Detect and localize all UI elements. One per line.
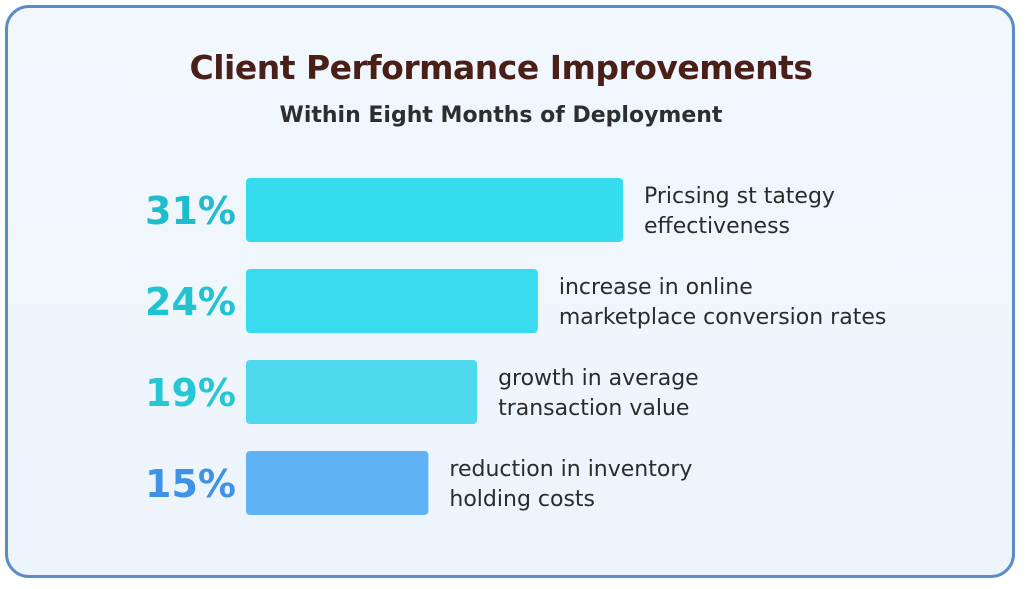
bar (246, 360, 478, 424)
bar-description-line: reduction in inventory (449, 457, 692, 482)
bar-description-line: Pricsing st tategy (644, 184, 835, 209)
bar-group: 15% reduction in inventory holding costs (145, 451, 692, 515)
bar-description-line: growth in average (498, 366, 699, 391)
bar-description-label: increase in online marketplace conversion… (559, 275, 886, 330)
bar-value-label: 15% (145, 462, 236, 506)
bar (246, 178, 623, 242)
bar-value-label: 24% (145, 280, 236, 324)
bar-value-label: 19% (145, 371, 236, 415)
bar-group: 31% Pricsing st tategy effectiveness (145, 178, 835, 242)
bar-group: 19% growth in average transaction value (145, 360, 699, 424)
bar-group: 24% increase in online marketplace convers… (145, 269, 886, 333)
bar-description-label: reduction in inventory holding costs (449, 457, 692, 512)
bar-description-line: marketplace conversion rates (559, 305, 886, 330)
bar-description-line: transaction value (498, 396, 689, 421)
bar-description-line: effectiveness (644, 214, 790, 239)
bar-value-label: 31% (145, 189, 236, 233)
bar-description-line: increase in online (559, 275, 753, 300)
bar-description-label: Pricsing st tategy effectiveness (644, 184, 835, 239)
chart-title: Client Performance Improvements (189, 48, 813, 87)
bar-description-line: holding costs (449, 487, 595, 512)
bar (246, 269, 538, 333)
bar-description-label: growth in average transaction value (498, 366, 699, 421)
chart-subtitle: Within Eight Months of Deployment (279, 103, 723, 128)
bar (246, 451, 429, 515)
